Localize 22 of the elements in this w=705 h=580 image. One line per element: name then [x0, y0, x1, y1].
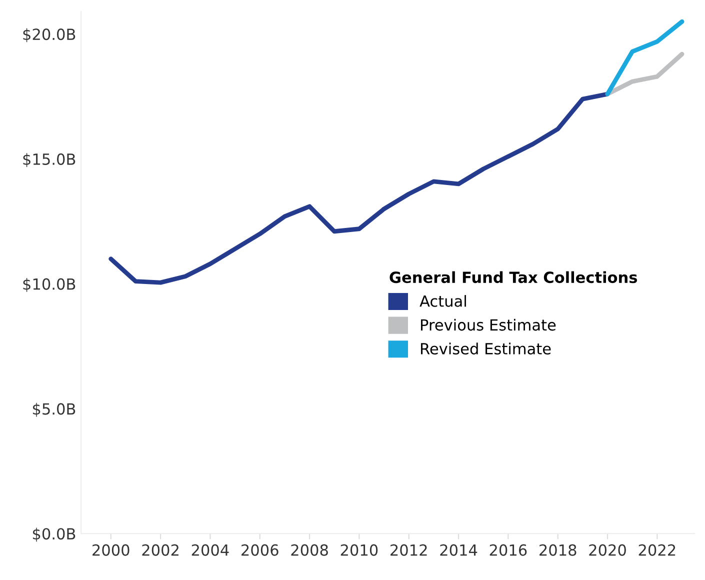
y-tick-label: $5.0B — [32, 402, 76, 417]
y-tick-label: $0.0B — [32, 528, 76, 542]
x-tick-label: 2022 — [638, 544, 676, 556]
x-tick-label: 2010 — [340, 544, 378, 556]
x-tick-label: 2006 — [242, 544, 278, 556]
x-tick-label: 2002 — [142, 544, 178, 556]
x-tick-label: 2014 — [440, 544, 478, 556]
legend-title: General Fund Tax Collections — [390, 271, 638, 284]
x-tick-label: 2000 — [92, 544, 130, 556]
y-tick-label: $10.0B — [23, 278, 76, 292]
line-series — [605, 19, 684, 96]
x-tick-label: 2012 — [390, 544, 427, 556]
x-tick-label: 2008 — [291, 544, 328, 556]
legend-label: Previous Estimate — [421, 318, 556, 331]
legend-label: Actual — [420, 295, 466, 307]
x-tick-label: 2020 — [589, 544, 626, 556]
legend-label: Revised Estimate — [421, 342, 551, 354]
x-tick-label: 2016 — [490, 544, 527, 556]
x-tick-label: 2018 — [540, 544, 576, 556]
y-tick-label: $15.0B — [23, 153, 76, 168]
y-tick-label: $20.0B — [23, 28, 76, 42]
x-tick-label: 2004 — [192, 544, 229, 556]
